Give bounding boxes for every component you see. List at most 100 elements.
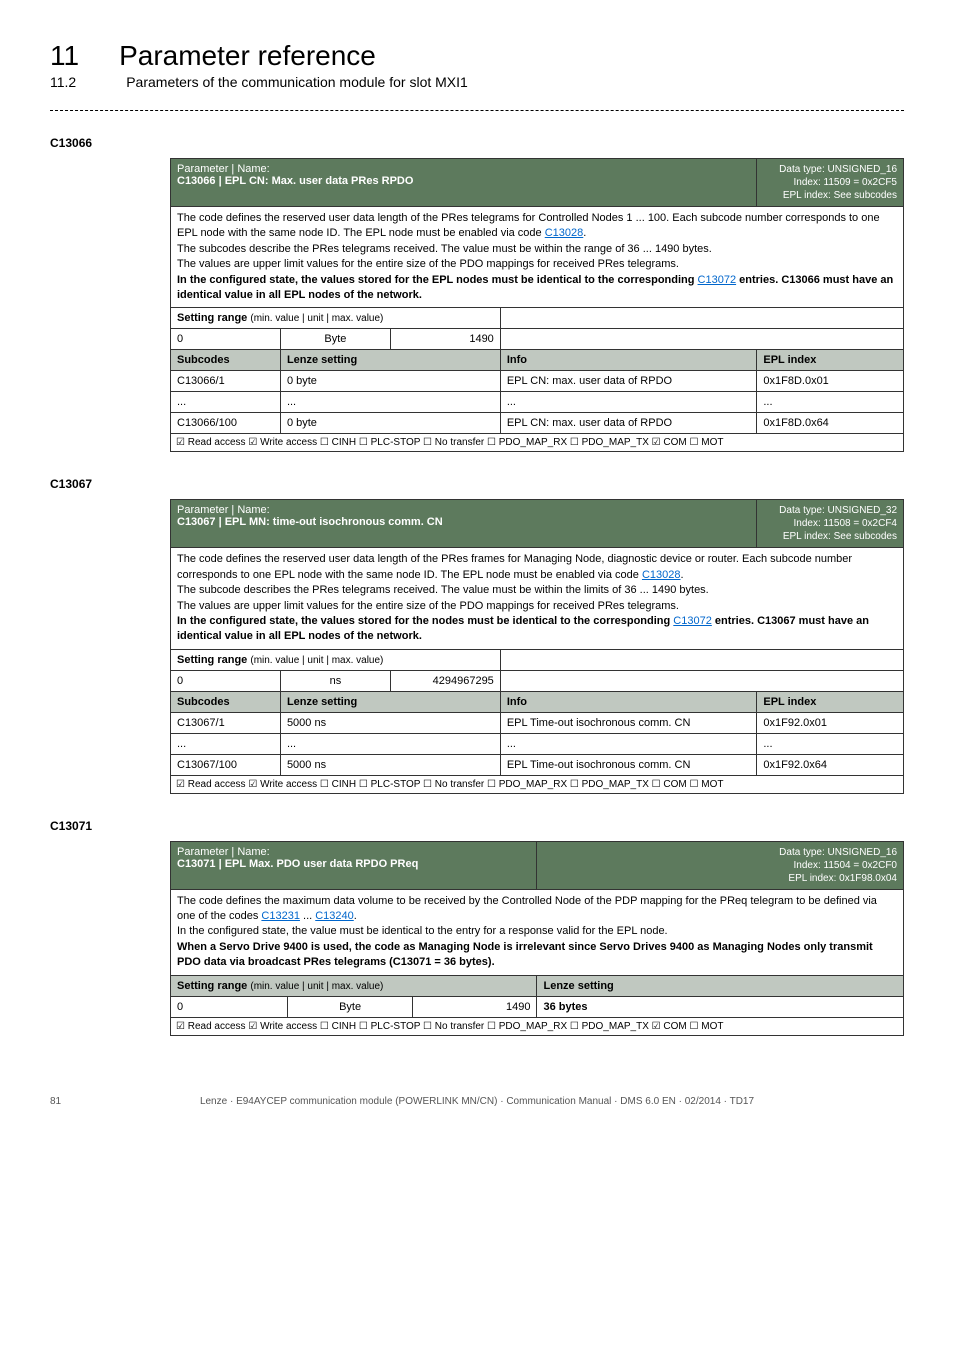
setting-label: Setting range: [177, 980, 247, 992]
meta-index: Index: 11508 = 0x2CF4: [794, 518, 898, 529]
meta-index: Index: 11509 = 0x2CF5: [794, 177, 898, 188]
cell-dots: ...: [280, 392, 500, 413]
table-flags-row: ☑ Read access ☑ Write access ☐ CINH ☐ PL…: [171, 1017, 904, 1035]
meta-index: Index: 11504 = 0x2CF0: [794, 860, 898, 871]
setting-max: 4294967295: [390, 670, 500, 691]
param-code-c13067: C13067: [50, 477, 904, 491]
param-header-meta: Data type: UNSIGNED_16 Index: 11509 = 0x…: [757, 159, 904, 207]
setting-unit: Byte: [280, 329, 390, 350]
page-footer: 81 Lenze · E94AYCEP communication module…: [50, 1096, 904, 1107]
setting-range-label: Setting range (min. value | unit | max. …: [171, 649, 501, 670]
chapter-number: 11: [50, 40, 79, 72]
empty-cell: [500, 649, 903, 670]
desc-text: The values are upper limit values for th…: [177, 258, 679, 270]
cell-dots: ...: [757, 392, 904, 413]
param-code-c13066: C13066: [50, 136, 904, 150]
link-c13072[interactable]: C13072: [673, 615, 712, 627]
col-epl: EPL index: [757, 350, 904, 371]
divider: [50, 110, 904, 111]
header-label: Parameter | Name:: [177, 504, 270, 516]
cell-dots: ...: [171, 392, 281, 413]
param-description: The code defines the reserved user data …: [171, 548, 904, 649]
chapter-header: 11 Parameter reference: [50, 40, 904, 72]
desc-text: .: [681, 569, 684, 581]
link-c13028[interactable]: C13028: [642, 569, 681, 581]
cell-dots: ...: [500, 733, 757, 754]
cell-lenze: 5000 ns: [280, 754, 500, 775]
link-c13028[interactable]: C13028: [545, 227, 584, 239]
lenze-value: 36 bytes: [537, 996, 904, 1017]
flags: ☑ Read access ☑ Write access ☐ CINH ☐ PL…: [171, 775, 904, 793]
col-lenze: Lenze setting: [280, 691, 500, 712]
cell-dots: ...: [280, 733, 500, 754]
col-subcodes: Subcodes: [171, 691, 281, 712]
desc-text: The subcode describes the PRes telegrams…: [177, 584, 709, 596]
col-subcodes: Subcodes: [171, 350, 281, 371]
table-row: Setting range (min. value | unit | max. …: [171, 649, 904, 670]
table-flags-row: ☑ Read access ☑ Write access ☐ CINH ☐ PL…: [171, 434, 904, 452]
link-c13231[interactable]: C13231: [261, 910, 300, 922]
table-row: C13067/1 5000 ns EPL Time-out isochronou…: [171, 712, 904, 733]
subchapter-header: 11.2 Parameters of the communication mod…: [50, 74, 904, 90]
chapter-title: Parameter reference: [119, 40, 376, 72]
desc-bold: When a Servo Drive 9400 is used, the cod…: [177, 941, 873, 968]
table-row: ... ... ... ...: [171, 392, 904, 413]
desc-text: In the configured state, the value must …: [177, 925, 668, 937]
col-info: Info: [500, 350, 757, 371]
link-c13072[interactable]: C13072: [698, 274, 737, 286]
param-header-name: Parameter | Name: C13067 | EPL MN: time-…: [171, 500, 757, 548]
empty-cell: [500, 329, 903, 350]
desc-bold: In the configured state, the values stor…: [177, 274, 698, 286]
param-description: The code defines the reserved user data …: [171, 207, 904, 308]
cell-subcode: C13067/1: [171, 712, 281, 733]
desc-text: The subcodes describe the PRes telegrams…: [177, 243, 712, 255]
desc-text: .: [583, 227, 586, 239]
cell-info: EPL CN: max. user data of RPDO: [500, 413, 757, 434]
col-lenze: Lenze setting: [280, 350, 500, 371]
setting-max: 1490: [390, 329, 500, 350]
table-row: 0 Byte 1490 36 bytes: [171, 996, 904, 1017]
flags: ☑ Read access ☑ Write access ☐ CINH ☐ PL…: [171, 1017, 904, 1035]
cell-lenze: 5000 ns: [280, 712, 500, 733]
desc-text: The values are upper limit values for th…: [177, 600, 679, 612]
table-row: 0 ns 4294967295: [171, 670, 904, 691]
param-block-c13066: Parameter | Name: C13066 | EPL CN: Max. …: [170, 158, 904, 452]
table-header-row: Parameter | Name: C13066 | EPL CN: Max. …: [171, 159, 904, 207]
table-row: 0 Byte 1490: [171, 329, 904, 350]
header-label: Parameter | Name:: [177, 163, 270, 175]
param-header-name: Parameter | Name: C13071 | EPL Max. PDO …: [171, 841, 537, 889]
table-desc-row: The code defines the maximum data volume…: [171, 889, 904, 975]
cell-dots: ...: [757, 733, 904, 754]
cell-epl: 0x1F8D.0x01: [757, 371, 904, 392]
param-table-c13067: Parameter | Name: C13067 | EPL MN: time-…: [170, 499, 904, 793]
setting-label: Setting range: [177, 312, 247, 324]
param-block-c13071: Parameter | Name: C13071 | EPL Max. PDO …: [170, 841, 904, 1036]
subchapter-number: 11.2: [50, 74, 76, 90]
table-subheader-row: Subcodes Lenze setting Info EPL index: [171, 691, 904, 712]
desc-text: .: [354, 910, 357, 922]
param-header-meta: Data type: UNSIGNED_16 Index: 11504 = 0x…: [537, 841, 904, 889]
table-row: C13067/100 5000 ns EPL Time-out isochron…: [171, 754, 904, 775]
cell-epl: 0x1F92.0x64: [757, 754, 904, 775]
setting-unit: Byte: [288, 996, 413, 1017]
cell-info: EPL Time-out isochronous comm. CN: [500, 754, 757, 775]
cell-subcode: C13066/100: [171, 413, 281, 434]
desc-text: The code defines the reserved user data …: [177, 212, 880, 239]
cell-info: EPL CN: max. user data of RPDO: [500, 371, 757, 392]
empty-cell: [500, 308, 903, 329]
table-row: C13066/100 0 byte EPL CN: max. user data…: [171, 413, 904, 434]
desc-text: The code defines the reserved user data …: [177, 553, 852, 580]
setting-min: 0: [171, 996, 288, 1017]
cell-subcode: C13066/1: [171, 371, 281, 392]
link-c13240[interactable]: C13240: [315, 910, 354, 922]
cell-epl: 0x1F8D.0x64: [757, 413, 904, 434]
setting-range-label: Setting range (min. value | unit | max. …: [171, 308, 501, 329]
param-table-c13066: Parameter | Name: C13066 | EPL CN: Max. …: [170, 158, 904, 452]
setting-label: Setting range: [177, 654, 247, 666]
cell-dots: ...: [171, 733, 281, 754]
table-row: C13066/1 0 byte EPL CN: max. user data o…: [171, 371, 904, 392]
meta-epl: EPL index: See subcodes: [783, 531, 897, 542]
meta-type: Data type: UNSIGNED_32: [779, 505, 897, 516]
cell-epl: 0x1F92.0x01: [757, 712, 904, 733]
cell-lenze: 0 byte: [280, 413, 500, 434]
